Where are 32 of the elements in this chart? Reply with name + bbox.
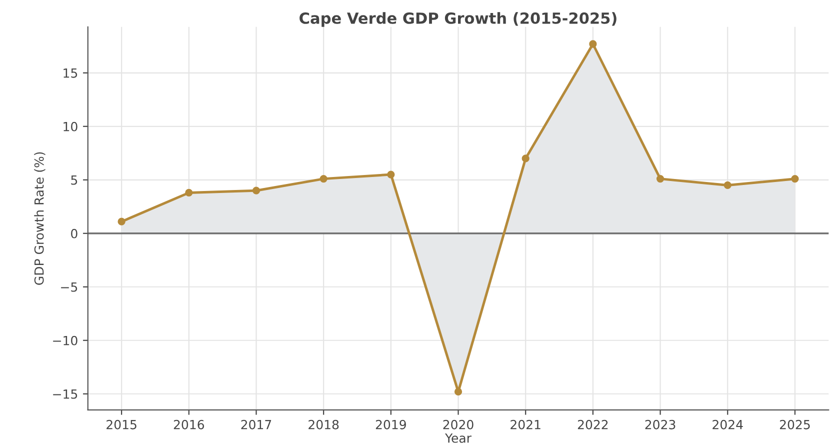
point [252, 186, 260, 194]
x-tick-label: 2018 [308, 420, 339, 430]
x-tick-label: 2024 [712, 420, 743, 430]
point [724, 181, 732, 190]
y-tick-label: 5 [71, 176, 78, 185]
x-tick-label: 2017 [241, 420, 272, 430]
point [387, 170, 395, 178]
x-tick-label: 2016 [174, 420, 204, 430]
chart-title: Cape Verde GDP Growth (2015-2025) [300, 12, 616, 27]
x-tick-label: 2023 [645, 420, 676, 430]
y-tick-label: 10 [64, 122, 78, 132]
y-tick-label: −15 [53, 390, 78, 399]
y-tick-label: 15 [64, 68, 78, 78]
y-tick-label: −10 [53, 336, 78, 346]
x-tick-label: 2015 [106, 420, 136, 430]
x-tick-label: 2025 [780, 420, 810, 430]
point [320, 174, 328, 183]
point [454, 388, 462, 396]
x-tick-label: 2022 [578, 420, 608, 430]
x-axis-title: Year [445, 434, 472, 443]
x-tick-label: 2020 [443, 420, 474, 430]
y-tick-label: 0 [71, 228, 78, 238]
x-tick-label: 2021 [510, 420, 540, 430]
point [791, 174, 799, 183]
y-axis-title: GDP Growth Rate (%) [34, 152, 46, 285]
point [589, 40, 597, 48]
point [656, 174, 664, 183]
point [185, 188, 193, 197]
point [522, 154, 530, 162]
point [118, 218, 126, 226]
x-tick-label: 2019 [376, 420, 406, 430]
y-tick-label: −5 [61, 282, 78, 292]
